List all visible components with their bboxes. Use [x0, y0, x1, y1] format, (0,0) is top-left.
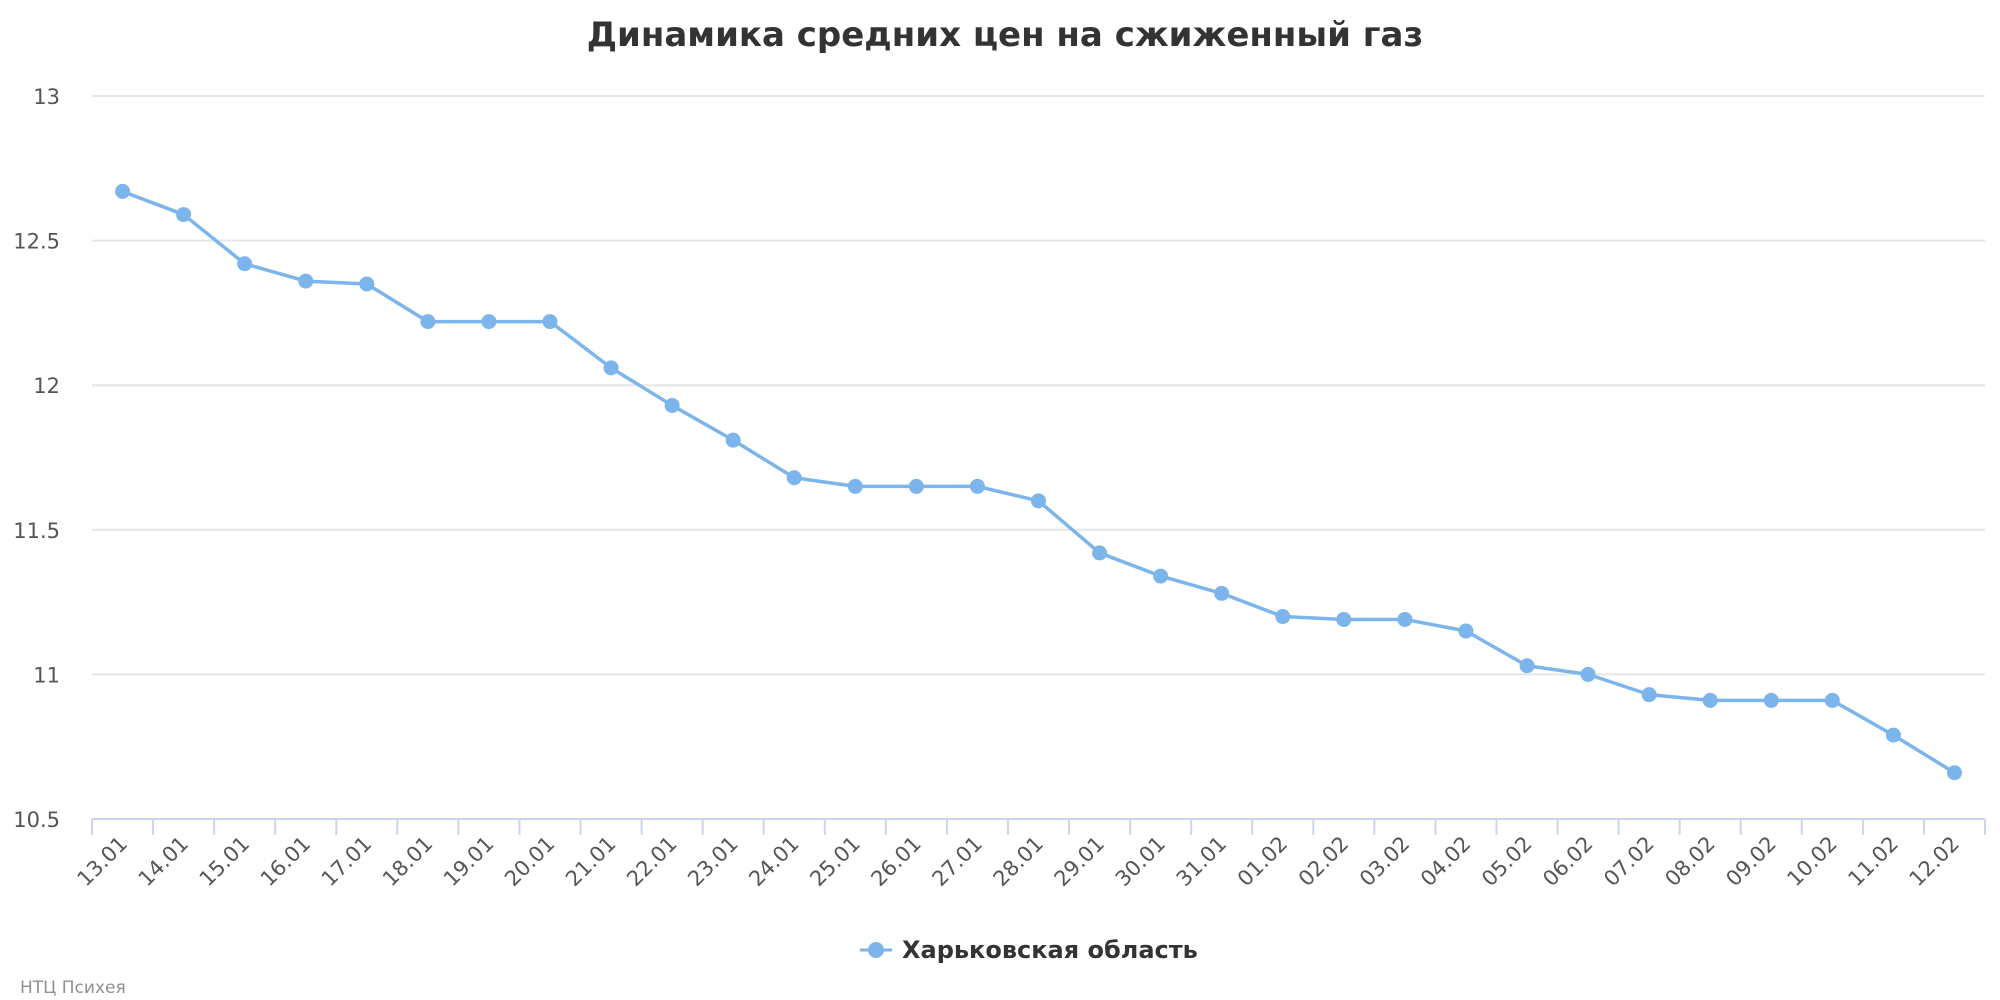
legend-label[interactable]: Харьковская область	[902, 936, 1198, 964]
x-tick-label: 24.01	[744, 832, 803, 891]
x-tick-label: 04.02	[1416, 832, 1475, 891]
x-tick-label: 13.01	[73, 832, 132, 891]
x-tick-label: 11.02	[1843, 832, 1902, 891]
x-tick-label: 12.02	[1905, 832, 1964, 891]
x-tick-label: 29.01	[1050, 832, 1109, 891]
x-tick-label: 20.01	[500, 832, 559, 891]
data-point[interactable]	[969, 478, 985, 494]
x-axis: 13.01 14.01 15.01 16.01 17.01 18.01 19.01 20.01…	[73, 818, 1986, 891]
data-point[interactable]	[1519, 658, 1535, 674]
y-axis: 10.5 11 11.5 12 12.5 13	[13, 85, 60, 832]
x-tick-label: 08.02	[1660, 832, 1719, 891]
data-point[interactable]	[1336, 611, 1352, 627]
x-tick-label: 05.02	[1477, 832, 1536, 891]
x-tick-label: 27.01	[927, 832, 986, 891]
data-point[interactable]	[1702, 692, 1718, 708]
data-point[interactable]	[1214, 585, 1230, 601]
y-tick-label: 12.5	[13, 230, 60, 254]
data-point[interactable]	[298, 273, 314, 289]
x-tick-label: 23.01	[683, 832, 742, 891]
x-tick-label: 01.02	[1233, 832, 1292, 891]
legend[interactable]: Харьковская область	[860, 936, 1198, 964]
data-point[interactable]	[1397, 611, 1413, 627]
data-point[interactable]	[420, 314, 436, 330]
data-point[interactable]	[1092, 545, 1108, 561]
data-point[interactable]	[1885, 727, 1901, 743]
x-tick-label: 03.02	[1355, 832, 1414, 891]
data-point[interactable]	[908, 478, 924, 494]
x-tick-label: 07.02	[1599, 832, 1658, 891]
data-point[interactable]	[1763, 692, 1779, 708]
data-point[interactable]	[176, 207, 192, 223]
data-point[interactable]	[1458, 623, 1474, 639]
x-tick-label: 02.02	[1294, 832, 1353, 891]
data-point[interactable]	[1031, 493, 1046, 509]
y-tick-label: 12	[33, 374, 60, 398]
series-group	[115, 183, 1962, 781]
data-point[interactable]	[603, 360, 619, 376]
x-tick-label: 31.01	[1172, 832, 1231, 891]
data-point[interactable]	[1275, 609, 1291, 625]
data-point[interactable]	[725, 432, 741, 448]
x-tick-label: 17.01	[317, 832, 376, 891]
data-point[interactable]	[359, 276, 375, 292]
data-point[interactable]	[542, 314, 558, 330]
x-tick-label: 09.02	[1721, 832, 1780, 891]
gridlines	[92, 95, 1985, 676]
data-point[interactable]	[1641, 687, 1657, 703]
x-tick-label: 10.02	[1782, 832, 1841, 891]
x-tick-label: 28.01	[989, 832, 1048, 891]
data-point[interactable]	[847, 478, 863, 494]
x-tick-label: 21.01	[561, 832, 620, 891]
data-point[interactable]	[115, 183, 131, 199]
x-tick-label: 16.01	[256, 832, 315, 891]
x-tick-label: 14.01	[134, 832, 193, 891]
x-tick-label: 18.01	[378, 832, 437, 891]
x-tick-label: 25.01	[805, 832, 864, 891]
x-tick-label: 30.01	[1111, 832, 1170, 891]
data-point[interactable]	[664, 397, 680, 413]
x-tick-label: 19.01	[439, 832, 498, 891]
y-tick-label: 13	[33, 85, 60, 109]
x-tick-label: 15.01	[195, 832, 254, 891]
data-point[interactable]	[237, 256, 253, 272]
data-point[interactable]	[1580, 666, 1596, 682]
y-tick-label: 11	[33, 663, 60, 687]
x-tick-label: 06.02	[1538, 832, 1597, 891]
chart-title: Динамика средних цен на сжиженный газ	[587, 15, 1424, 55]
y-tick-label: 11.5	[13, 519, 60, 543]
data-point[interactable]	[1946, 765, 1962, 781]
series-line	[120, 189, 1957, 775]
y-tick-label: 10.5	[13, 808, 60, 832]
data-point[interactable]	[481, 314, 497, 330]
data-point[interactable]	[786, 470, 802, 486]
x-tick-label: 22.01	[622, 832, 681, 891]
data-point[interactable]	[1153, 568, 1169, 584]
credits[interactable]: НТЦ Психея	[20, 978, 126, 998]
data-point[interactable]	[1824, 692, 1840, 708]
legend-marker	[868, 942, 884, 958]
x-tick-label: 26.01	[866, 832, 925, 891]
